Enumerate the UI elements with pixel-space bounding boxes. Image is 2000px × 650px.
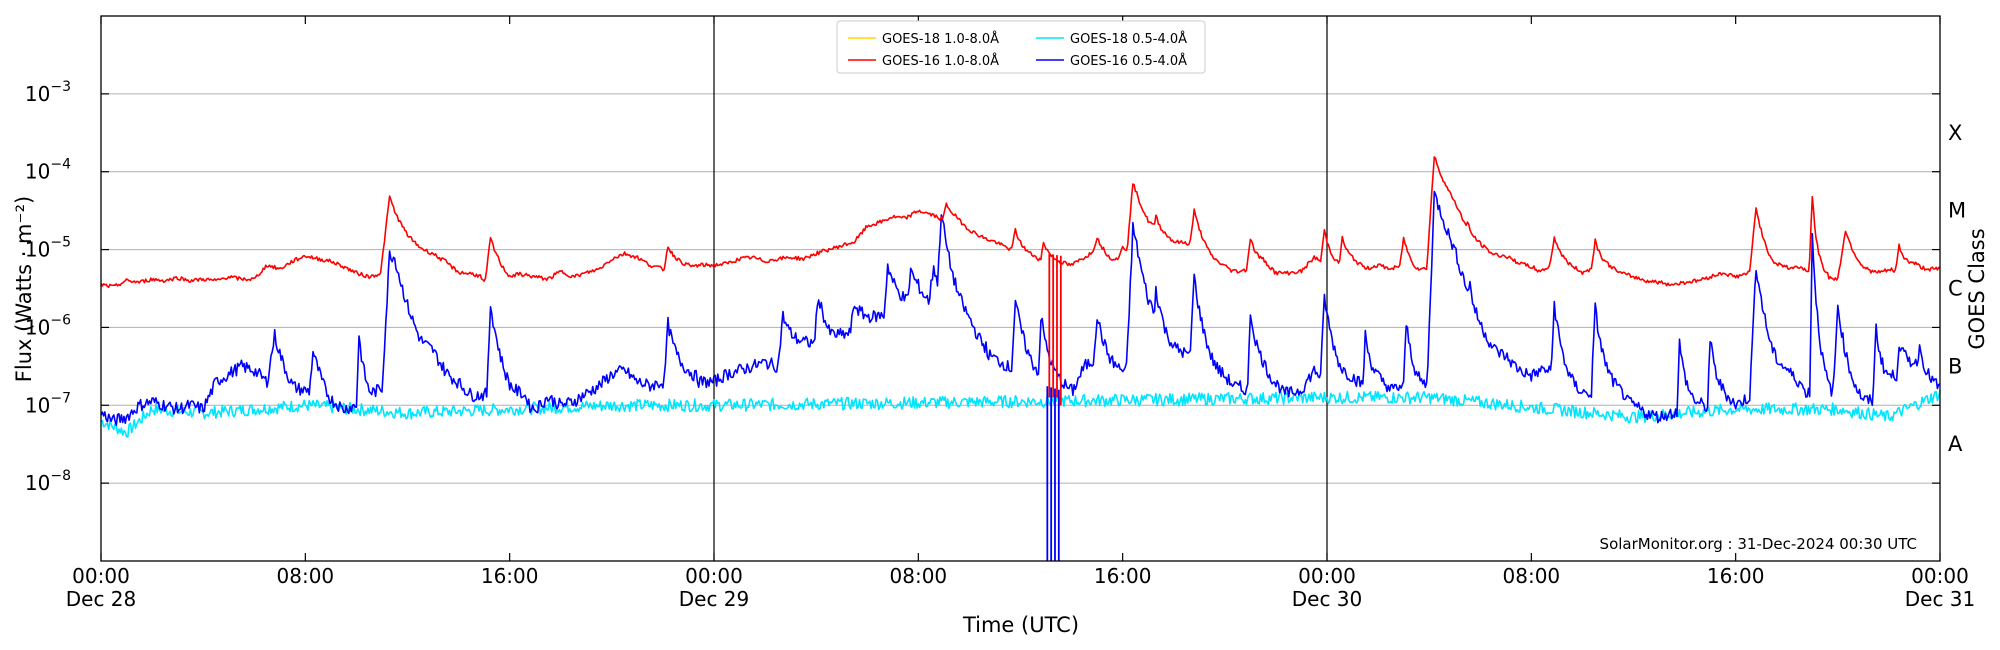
grid-lines [101, 93, 1940, 484]
x-tick-time: 16:00 [481, 564, 539, 588]
goes-class-x: X [1948, 121, 1962, 145]
goes-class-a: A [1948, 432, 1963, 456]
axis-ticks [100, 16, 1941, 561]
plot-frame [100, 15, 1941, 562]
legend-label: GOES-18 1.0-8.0Å [882, 31, 999, 47]
x-tick-time: 16:00 [1707, 564, 1765, 588]
legend-label: GOES-16 0.5-4.0Å [1070, 53, 1187, 69]
y-tick-exponent: −3 [50, 79, 71, 95]
y-tick-exponent: −6 [50, 312, 71, 328]
x-tick-date: Dec 29 [679, 587, 750, 611]
y2-axis-title: GOES Class [1965, 228, 1989, 349]
y-tick-exponent: −7 [50, 390, 71, 406]
x-tick-date: Dec 31 [1905, 587, 1976, 611]
y-tick-label: 10−3 [25, 79, 71, 106]
legend: GOES-18 1.0-8.0Å GOES-16 1.0-8.0Å GOES-18 … [836, 20, 1206, 74]
y-tick-label: 10−8 [25, 468, 71, 495]
credit-text: SolarMonitor.org : 31-Dec-2024 00:30 UTC [1600, 535, 1917, 553]
y-tick-label: 10−7 [25, 390, 71, 417]
y-axis-title: Flux (Watts · m⁻²) [12, 196, 36, 382]
goes-class-m: M [1948, 199, 1966, 223]
y-tick-exponent: −4 [50, 157, 71, 173]
legend-label: GOES-16 1.0-8.0Å [882, 53, 999, 69]
y-tick-exponent: −8 [50, 468, 71, 484]
legend-box [836, 20, 1206, 74]
x-axis-title: Time (UTC) [962, 613, 1079, 637]
x-tick-date: Dec 28 [66, 587, 137, 611]
x-tick-time: 08:00 [1503, 564, 1561, 588]
x-tick-time: 08:00 [890, 564, 948, 588]
series-line-goes-18-0-5-4-0- [100, 390, 1941, 438]
x-tick-date: Dec 30 [1292, 587, 1363, 611]
y-tick-exponent: −5 [50, 235, 71, 251]
x-tick-time: 00:00 [685, 564, 743, 588]
goes-class-b: B [1948, 354, 1962, 378]
series-lines [100, 156, 1941, 561]
legend-label: GOES-18 0.5-4.0Å [1070, 31, 1187, 47]
goes-class-labels: A B C M X [1948, 121, 1966, 456]
series-line-goes-16-1-0-8-0- [100, 156, 1941, 288]
x-tick-time: 00:00 [1911, 564, 1969, 588]
series-line-goes-16-0-5-4-0- [100, 190, 1941, 427]
x-tick-time: 08:00 [277, 564, 335, 588]
x-tick-time: 16:00 [1094, 564, 1152, 588]
x-tick-time: 00:00 [1298, 564, 1356, 588]
goes-class-c: C [1948, 277, 1963, 301]
x-tick-time: 00:00 [72, 564, 130, 588]
y-tick-label: 10−4 [25, 157, 71, 184]
day-boundary-lines [713, 16, 1328, 561]
